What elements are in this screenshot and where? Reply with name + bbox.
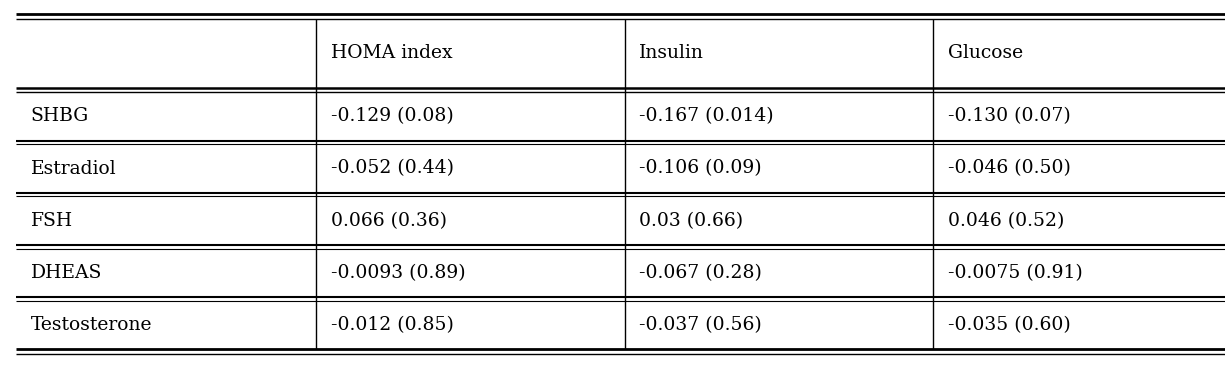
- Text: 0.03 (0.66): 0.03 (0.66): [639, 212, 744, 230]
- Text: Insulin: Insulin: [639, 44, 704, 62]
- Text: HOMA index: HOMA index: [331, 44, 452, 62]
- Text: -0.130 (0.07): -0.130 (0.07): [948, 107, 1071, 125]
- Text: -0.0075 (0.91): -0.0075 (0.91): [948, 264, 1083, 282]
- Text: FSH: FSH: [31, 212, 72, 230]
- Text: 0.046 (0.52): 0.046 (0.52): [948, 212, 1065, 230]
- Text: -0.0093 (0.89): -0.0093 (0.89): [331, 264, 466, 282]
- Text: -0.067 (0.28): -0.067 (0.28): [639, 264, 762, 282]
- Text: DHEAS: DHEAS: [31, 264, 102, 282]
- Text: -0.046 (0.50): -0.046 (0.50): [948, 160, 1071, 178]
- Text: SHBG: SHBG: [31, 107, 89, 125]
- Text: -0.037 (0.56): -0.037 (0.56): [639, 316, 762, 334]
- Text: 0.066 (0.36): 0.066 (0.36): [331, 212, 447, 230]
- Text: -0.012 (0.85): -0.012 (0.85): [331, 316, 453, 334]
- Text: Testosterone: Testosterone: [31, 316, 152, 334]
- Text: -0.106 (0.09): -0.106 (0.09): [639, 160, 762, 178]
- Text: Glucose: Glucose: [948, 44, 1023, 62]
- Text: -0.167 (0.014): -0.167 (0.014): [639, 107, 774, 125]
- Text: -0.035 (0.60): -0.035 (0.60): [948, 316, 1071, 334]
- Text: Estradiol: Estradiol: [31, 160, 116, 178]
- Text: -0.052 (0.44): -0.052 (0.44): [331, 160, 453, 178]
- Text: -0.129 (0.08): -0.129 (0.08): [331, 107, 453, 125]
